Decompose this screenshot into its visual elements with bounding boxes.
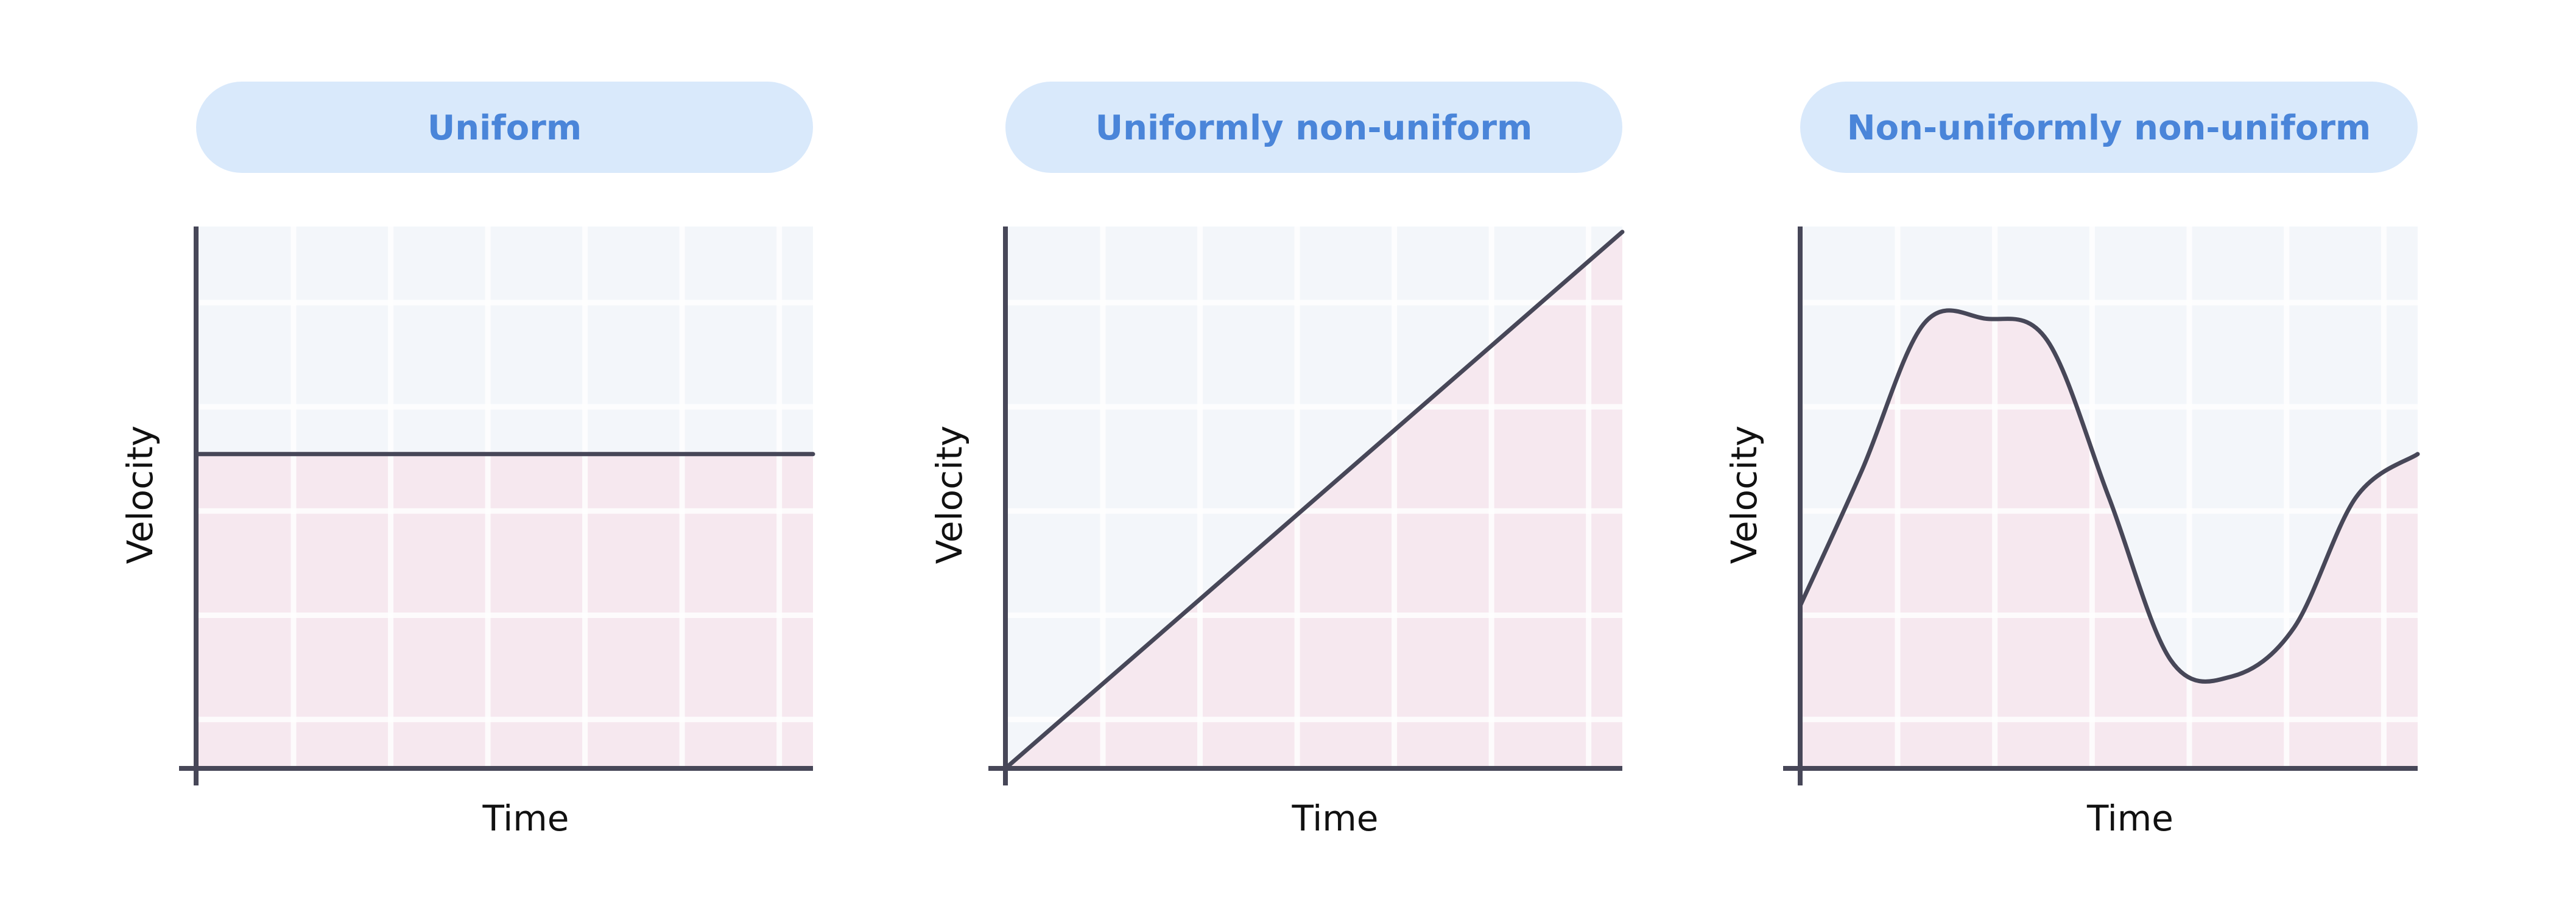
chart-title-pill xyxy=(1005,82,1622,173)
chart-title: Uniformly non-uniform xyxy=(1096,108,1533,148)
area-under-curve xyxy=(196,454,813,768)
chart-title-pill xyxy=(1800,82,2418,173)
chart-title: Uniform xyxy=(428,108,582,148)
chart-panel-2: Uniformly non-uniform Time Velocity xyxy=(929,82,1625,839)
area-under-curve xyxy=(1005,231,1622,768)
y-axis-label: Velocity xyxy=(929,426,970,564)
y-axis-label: Velocity xyxy=(1723,426,1765,564)
chart-title: Non-uniformly non-uniform xyxy=(1847,108,2371,148)
x-axis-label: Time xyxy=(482,798,569,839)
area-under-curve xyxy=(1800,310,2418,768)
velocity-curve xyxy=(1798,308,2420,684)
chart-panel-3: Non-uniformly non-uniform Time Velocity xyxy=(1723,82,2420,839)
chart-title-pill xyxy=(196,82,813,173)
x-axis-label: Time xyxy=(1292,798,1379,839)
chart-panel-1: Uniform Time Velocity xyxy=(119,82,815,839)
x-axis-label: Time xyxy=(2086,798,2173,839)
velocity-curve xyxy=(1003,230,1625,771)
y-axis-label: Velocity xyxy=(119,426,161,564)
